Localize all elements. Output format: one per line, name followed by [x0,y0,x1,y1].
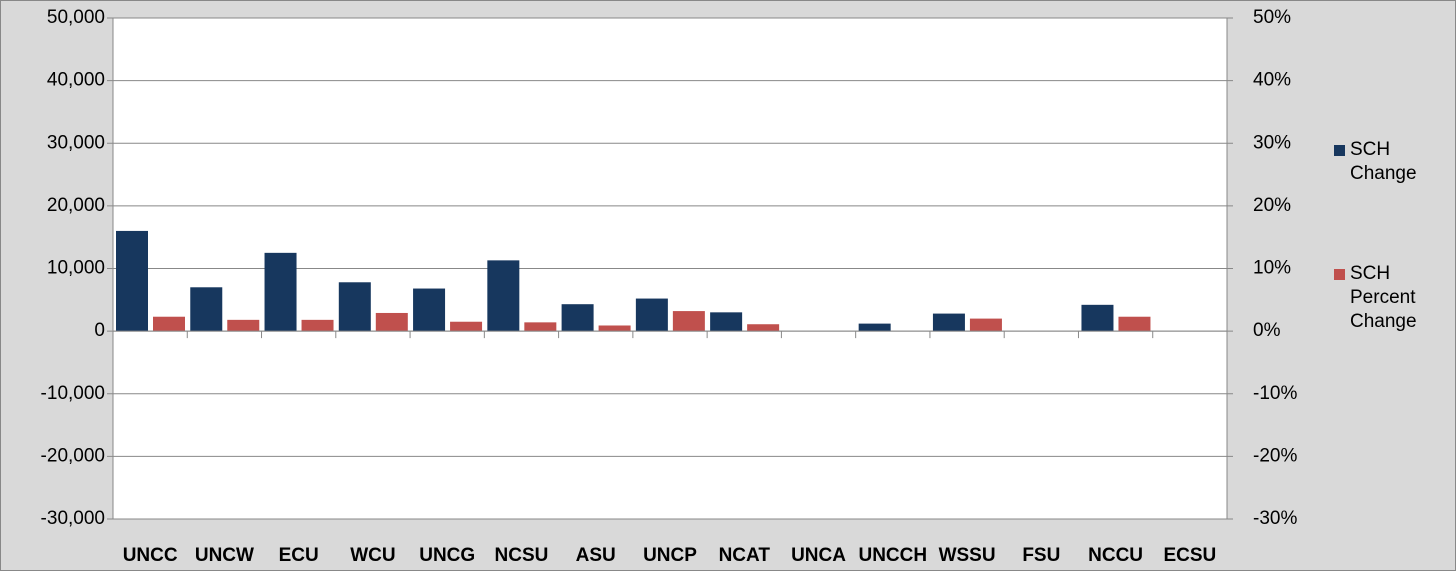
y-tick-label: 50,000 [47,7,105,28]
y2-tick-label: -10% [1253,383,1297,404]
y2-tick-label: 0% [1253,320,1281,341]
x-tick-label: UNCCH [858,545,927,566]
bar [598,325,631,332]
bar [932,313,965,332]
bar [487,260,520,332]
x-tick-label: UNCW [195,545,254,566]
legend-entry: SCH Percent Change [1334,262,1444,334]
bar [1081,304,1114,332]
y2-tick-label: -30% [1253,508,1297,529]
y-tick-label: -30,000 [41,508,105,529]
bar [672,311,705,332]
x-tick-label: NCSU [495,545,549,566]
y-tick-label: 30,000 [47,132,105,153]
bar [153,316,185,332]
bar [264,252,297,332]
legend-entry: SCH Change [1334,138,1444,186]
x-tick-label: NCAT [719,545,771,566]
y2-tick-label: -20% [1253,445,1297,466]
legend-swatch [1334,269,1345,280]
x-tick-label: FSU [1022,545,1060,566]
y2-tick-label: 50% [1253,7,1291,28]
bar [338,282,371,332]
x-tick-label: UNCC [123,545,178,566]
bar [116,230,148,332]
x-tick-label: WSSU [939,545,996,566]
bar [227,319,260,332]
legend-label: SCH Percent Change [1350,263,1417,332]
x-tick-label: UNCG [419,545,475,566]
bar [301,319,334,332]
y-tick-label: 40,000 [47,70,105,91]
y2-tick-label: 10% [1253,258,1291,279]
bar [747,324,780,332]
x-tick-label: UNCP [643,545,697,566]
bar [450,321,483,332]
bar [524,322,557,332]
y-tick-label: 10,000 [47,258,105,279]
bar [190,287,223,332]
bar [635,298,668,332]
y-tick-label: -20,000 [41,445,105,466]
bar [710,312,743,332]
x-tick-label: NCCU [1088,545,1143,566]
y2-tick-label: 30% [1253,132,1291,153]
bar [413,288,446,332]
y2-tick-label: 40% [1253,70,1291,91]
legend-label: SCH Change [1350,139,1417,184]
legend-swatch [1334,145,1345,156]
bar [561,304,594,332]
bar [375,312,408,332]
x-tick-label: ECSU [1163,545,1216,566]
bar [969,318,1002,332]
bar [1118,316,1151,332]
y-tick-label: 20,000 [47,195,105,216]
x-tick-label: WCU [350,545,395,566]
y-tick-label: 0 [94,320,105,341]
y-tick-label: -10,000 [41,383,105,404]
x-tick-label: ASU [576,545,616,566]
x-tick-label: UNCA [791,545,846,566]
bar [858,323,891,332]
y2-tick-label: 20% [1253,195,1291,216]
x-tick-label: ECU [279,545,319,566]
